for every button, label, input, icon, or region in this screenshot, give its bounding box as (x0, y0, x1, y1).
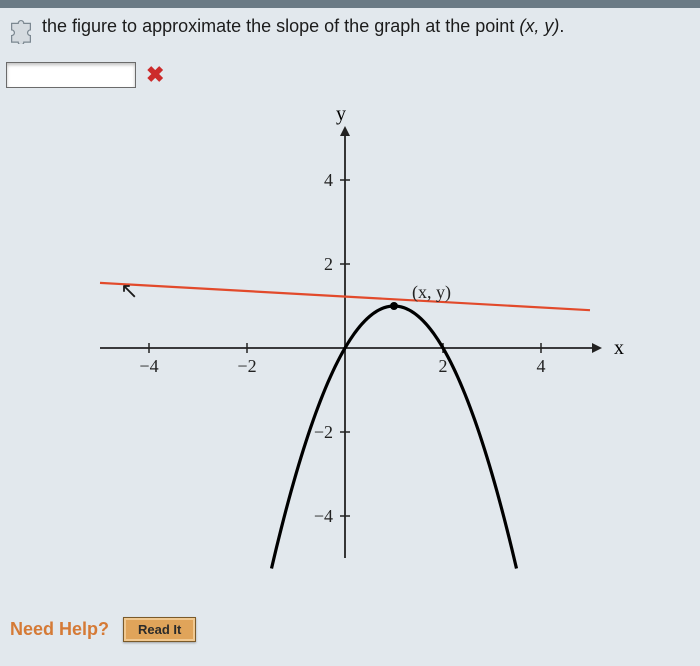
page-root: the figure to approximate the slope of t… (0, 0, 700, 666)
svg-text:y: y (336, 108, 346, 125)
question-point: (x, y) (519, 16, 559, 36)
svg-text:2: 2 (439, 356, 448, 376)
chart: −4 −2 2 4 −4 −2 2 4 x y (x, y) (70, 108, 630, 588)
question-text: the figure to approximate the slope of t… (42, 14, 564, 37)
svg-text:4: 4 (324, 170, 333, 190)
svg-text:4: 4 (537, 356, 546, 376)
answer-row: ✖ (6, 62, 700, 88)
puzzle-icon (6, 14, 36, 44)
read-it-button[interactable]: Read It (123, 617, 196, 642)
tangent-point-label: (x, y) (412, 282, 451, 303)
question-prefix: the figure to approximate the slope of t… (42, 16, 519, 36)
question-row: the figure to approximate the slope of t… (0, 8, 700, 44)
chart-svg: −4 −2 2 4 −4 −2 2 4 x y (x, y) (70, 108, 630, 588)
question-suffix: . (559, 16, 564, 36)
svg-text:2: 2 (324, 254, 333, 274)
svg-text:−4: −4 (314, 506, 333, 526)
svg-text:x: x (614, 337, 624, 359)
tangent-point (390, 302, 398, 310)
help-row: Need Help? Read It (10, 617, 196, 642)
window-chrome-bar (0, 0, 700, 8)
need-help-label: Need Help? (10, 619, 109, 640)
svg-text:−2: −2 (237, 356, 256, 376)
svg-text:−4: −4 (139, 356, 158, 376)
answer-input[interactable] (6, 62, 136, 88)
incorrect-icon: ✖ (146, 62, 164, 88)
parabola-curve (272, 306, 517, 569)
svg-text:−2: −2 (314, 422, 333, 442)
